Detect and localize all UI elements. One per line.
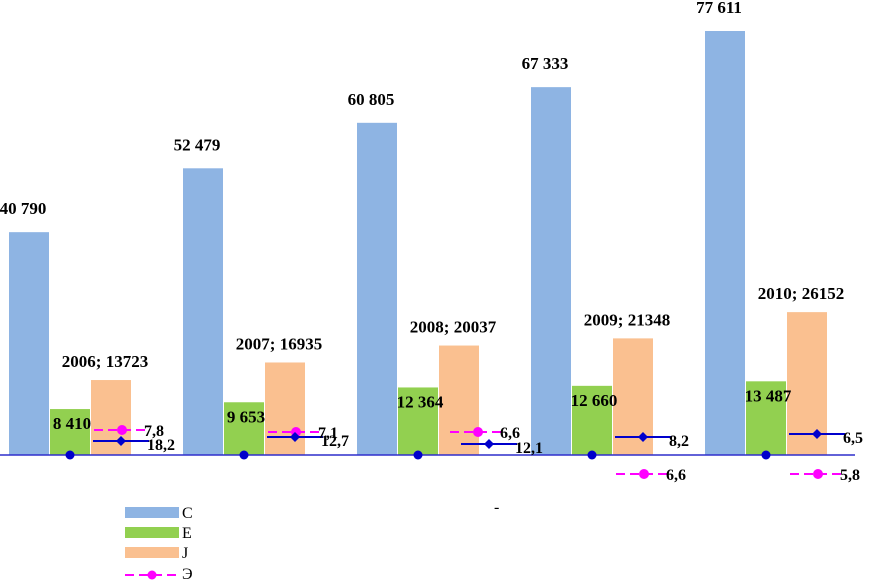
legend-marker-4 <box>147 570 157 580</box>
blue-base-marker-2008 <box>413 450 423 460</box>
legend-label-1: С <box>182 505 193 522</box>
blue-marker-2010 <box>812 429 822 439</box>
bar-label-s1-2010: 77 611 <box>696 0 742 17</box>
bar-label-s3-2009: 2009; 21348 <box>584 310 670 329</box>
pink-label-2009: 6,6 <box>666 467 686 484</box>
bar-label-s1-2007: 52 479 <box>174 135 221 154</box>
bar-s3-2008 <box>439 345 479 455</box>
lines-layer <box>65 425 846 479</box>
bar-s1-2009 <box>531 87 571 456</box>
bar-s1-2007 <box>183 168 223 455</box>
bar-s3-2010 <box>787 312 827 455</box>
pink-marker-2009 <box>639 469 649 479</box>
pink-label-2006: 7,8 <box>144 423 164 440</box>
bar-s2-2008 <box>398 387 438 455</box>
pink-marker-2010 <box>813 469 823 479</box>
bar-s2-2007 <box>224 402 264 455</box>
pink-marker-2006 <box>117 425 127 435</box>
blue-label-2009: 8,2 <box>669 433 689 450</box>
bar-label-s3-2010: 2010; 26152 <box>758 284 844 303</box>
blue-label-2006: 18,2 <box>147 437 175 454</box>
bar-label-s2-2009: 12 660 <box>571 391 618 410</box>
legend-label-4: Э <box>182 566 193 580</box>
blue-base-marker-2006 <box>65 450 75 460</box>
legend-label-3: Ј <box>182 545 188 562</box>
blue-base-marker-2009 <box>587 450 597 460</box>
blue-base-marker-2010 <box>761 450 771 460</box>
bar-label-s2-2006: 8 410 <box>53 414 91 433</box>
bar-s2-2006 <box>50 409 90 455</box>
pink-label-2007: 7,1 <box>318 425 338 442</box>
bar-s2-2010 <box>746 381 786 455</box>
pink-label-2010: 5,8 <box>840 467 860 484</box>
bar-s1-2008 <box>357 122 397 455</box>
legend-label-2: Е <box>182 525 192 542</box>
blue-marker-2008 <box>484 439 494 449</box>
bar-s1-2006 <box>9 232 49 455</box>
bar-label-s2-2010: 13 487 <box>745 386 792 405</box>
bars-layer <box>9 31 827 456</box>
bar-label-s3-2007: 2007; 16935 <box>236 334 322 353</box>
legend-swatch-3 <box>125 547 179 558</box>
bar-label-s3-2008: 2008; 20037 <box>410 318 497 337</box>
bar-label-s2-2007: 9 653 <box>227 407 265 426</box>
bar-s3-2007 <box>265 362 305 455</box>
bar-s2-2009 <box>572 385 612 455</box>
pink-label-2008: 6,6 <box>500 425 520 442</box>
legend-swatch-1 <box>125 507 179 518</box>
blue-label-2007: 12,7 <box>321 433 349 450</box>
bar-label-s1-2006: 40 790 <box>0 199 46 218</box>
bar-label-s1-2008: 60 805 <box>348 90 395 109</box>
legend: С Е Ј Э <box>125 505 193 580</box>
blue-label-2010: 6,5 <box>843 430 863 447</box>
bar-label-s1-2009: 67 333 <box>522 54 569 73</box>
axis-fragment: - <box>494 499 499 516</box>
bar-s3-2006 <box>91 380 131 455</box>
blue-marker-2009 <box>638 432 648 442</box>
blue-base-marker-2007 <box>239 450 249 460</box>
blue-label-2008: 12,1 <box>515 440 543 457</box>
bar-s1-2010 <box>705 31 745 455</box>
bar-label-s2-2008: 12 364 <box>397 392 444 411</box>
pink-marker-2008 <box>473 427 483 437</box>
bar-label-s3-2006: 2006; 13723 <box>62 352 148 371</box>
blue-marker-2006 <box>116 436 126 446</box>
labels-layer: 40 790 52 479 60 805 67 333 77 611 8 410 9 653… <box>0 0 863 484</box>
legend-swatch-2 <box>125 527 179 538</box>
blue-marker-2007 <box>290 432 300 442</box>
